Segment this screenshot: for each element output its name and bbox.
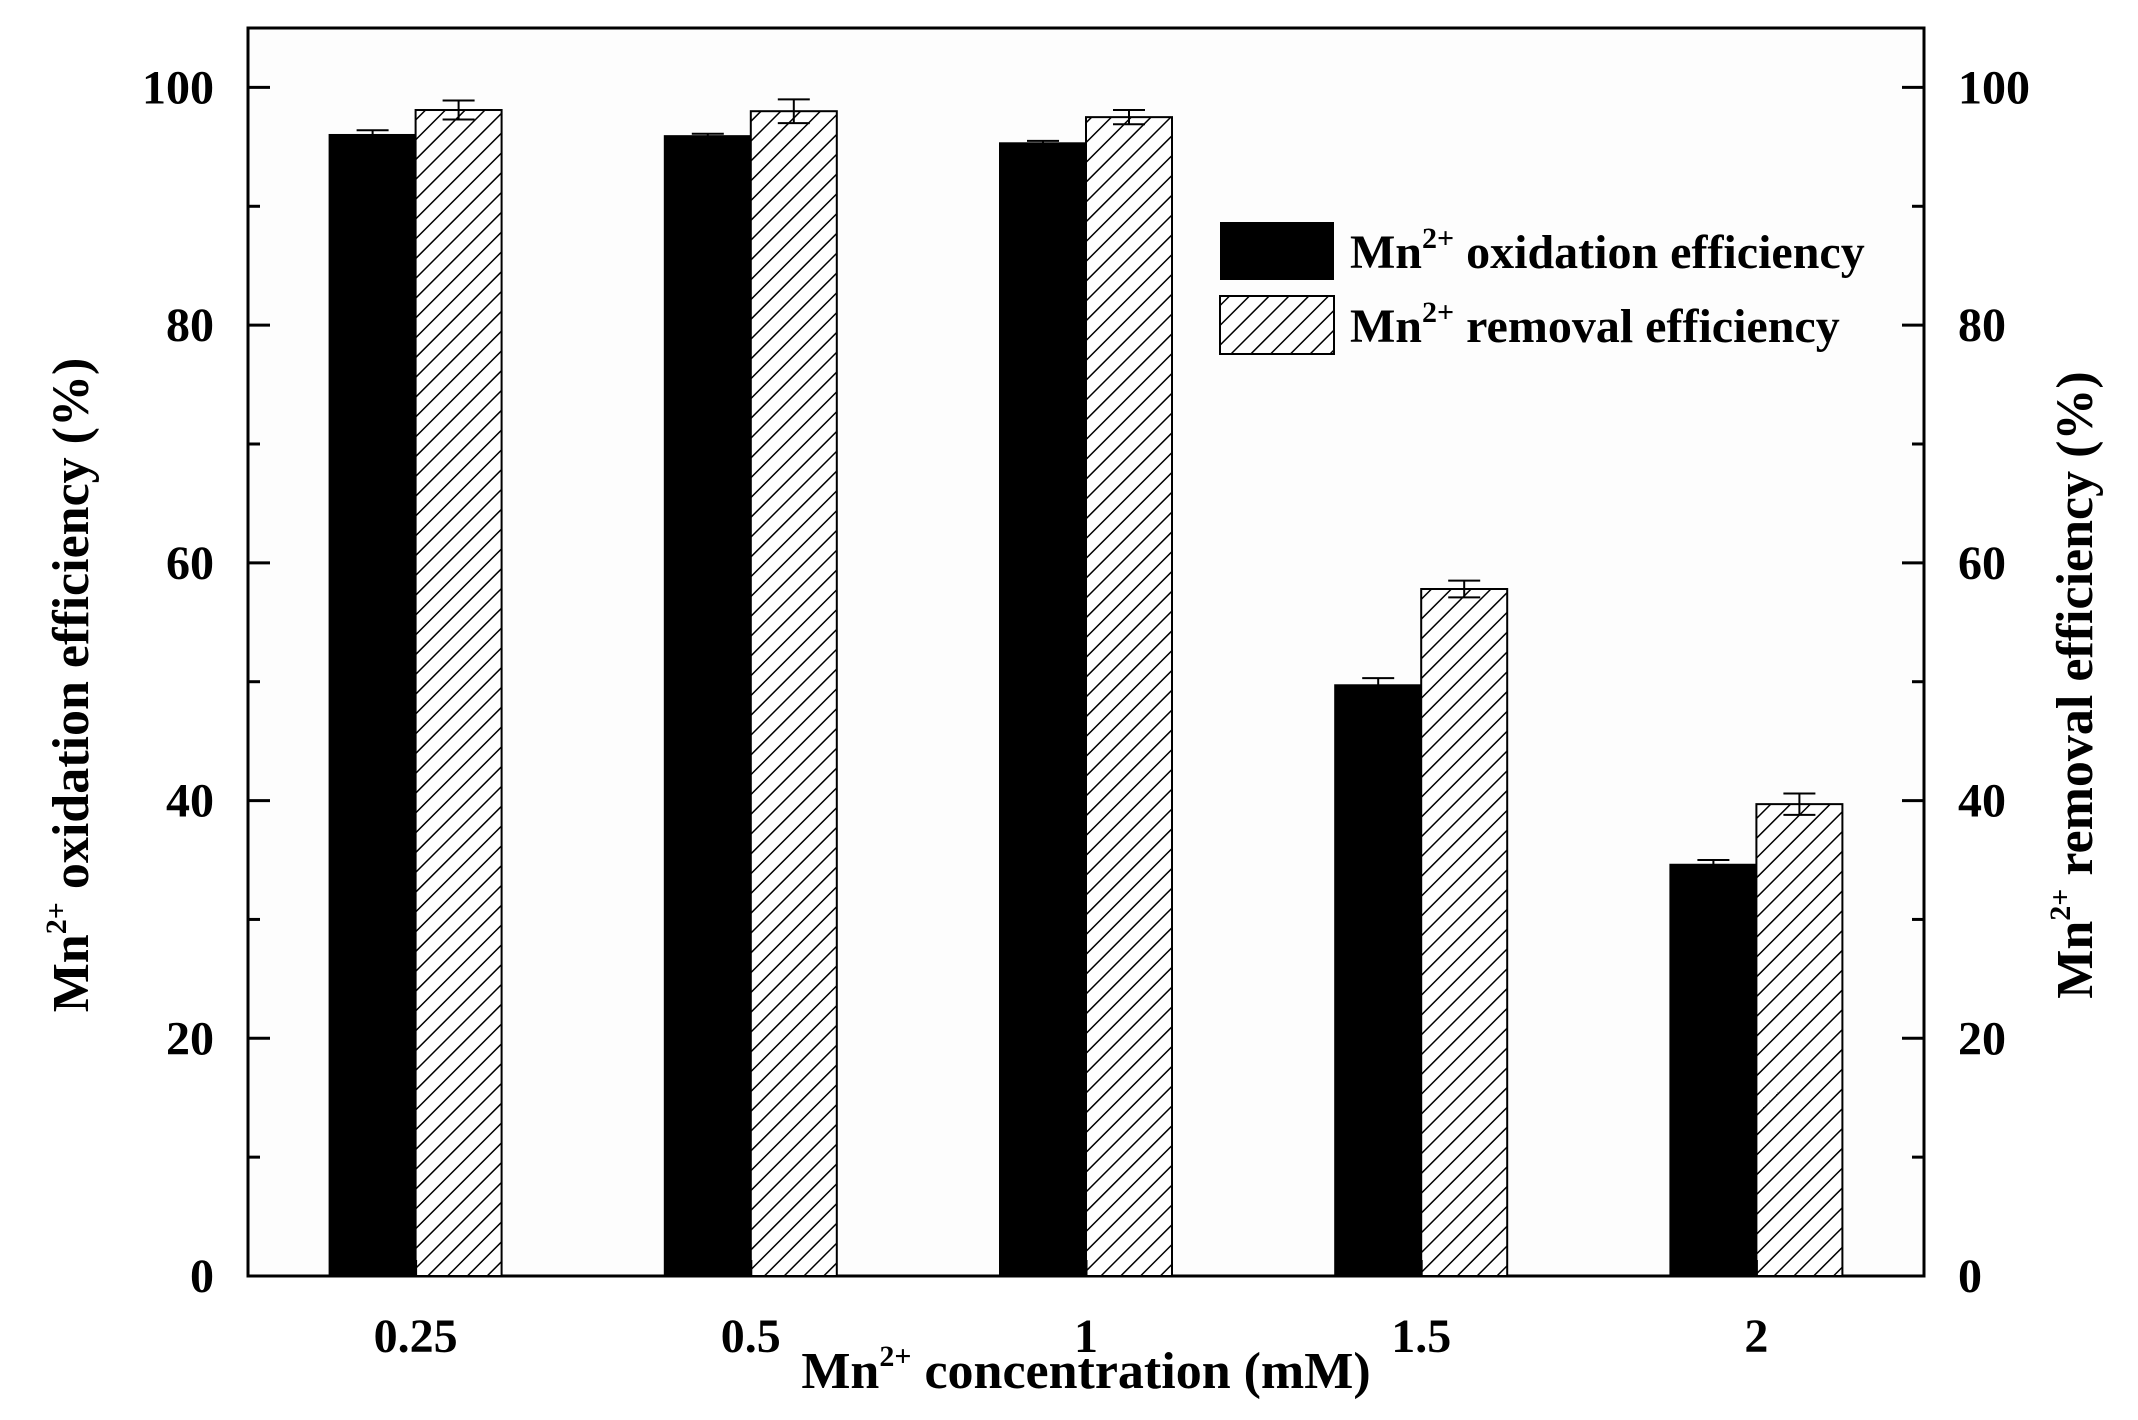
y-left-tick-label-0: 0: [190, 1250, 214, 1303]
bar-oxidation-1: [999, 142, 1087, 1278]
error-bar-oxidation-2: [1697, 859, 1730, 871]
x-axis-title-rest: concentration (mM): [911, 1343, 1370, 1400]
bar-removal-2: [1755, 803, 1844, 1277]
y-axis-right-title-sup: 2+: [2044, 889, 2077, 921]
legend-removal-rest: removal efficiency: [1454, 300, 1840, 353]
error-bar-oxidation-1: [1027, 139, 1059, 147]
y-right-tick-label-100: 100: [1958, 61, 2030, 114]
bar-removal-0.25: [414, 109, 503, 1277]
y-axis-left-title-base: Mn: [43, 934, 100, 1012]
legend-label-removal: Mn2+ removal efficiency: [1350, 296, 1840, 353]
y-left-tick-label-80: 80: [166, 299, 214, 352]
y-axis-right-title: Mn2+ removal efficiency (%): [2044, 371, 2104, 999]
legend-swatch-oxidation: [1220, 222, 1334, 280]
legend-oxidation-sup: 2+: [1422, 222, 1454, 255]
bar-oxidation-0.25: [328, 133, 417, 1277]
bar-removal-1: [1085, 116, 1173, 1278]
legend-oxidation-base: Mn: [1350, 226, 1422, 279]
y-right-tick-label-40: 40: [1958, 775, 2006, 828]
error-bar-oxidation-0.5: [691, 132, 724, 140]
error-bars-group: [356, 98, 1816, 871]
x-axis-title: Mn2+ concentration (mM): [801, 1340, 1370, 1400]
bars-group: [328, 109, 1844, 1278]
x-tick-label-1: 1: [1074, 1310, 1098, 1363]
bar-removal-0.5: [749, 110, 838, 1278]
bar-oxidation-0.5: [663, 135, 752, 1277]
x-tick-label-2: 2: [1744, 1310, 1768, 1363]
y-axis-left-title-rest: oxidation efficiency (%): [43, 358, 100, 902]
x-axis-title-sup: 2+: [879, 1340, 911, 1373]
x-axis-title-base: Mn: [801, 1343, 879, 1400]
error-bar-oxidation-0.25: [356, 129, 389, 141]
y-axis-left-title-sup: 2+: [40, 902, 73, 934]
y-left-tick-label-100: 100: [142, 61, 214, 114]
y-right-tick-label-80: 80: [1958, 299, 2006, 352]
legend-removal-sup: 2+: [1422, 296, 1454, 329]
legend-swatch-removal: [1219, 295, 1335, 355]
y-axis-left-title: Mn2+ oxidation efficiency (%): [40, 358, 100, 1013]
ticks-group: [248, 85, 1924, 1278]
error-bar-removal-0.25: [442, 99, 475, 121]
bar-oxidation-2: [1669, 863, 1758, 1277]
y-right-tick-label-0: 0: [1958, 1250, 1982, 1303]
error-bar-removal-2: [1783, 792, 1816, 816]
y-right-tick-label-20: 20: [1958, 1012, 2006, 1065]
error-bar-removal-1: [1113, 109, 1145, 126]
error-bar-removal-1.5: [1448, 579, 1481, 599]
x-tick-label-1.5: 1.5: [1391, 1310, 1451, 1363]
error-bar-removal-0.5: [777, 98, 810, 125]
legend-removal-base: Mn: [1350, 300, 1422, 353]
x-tick-label-0.25: 0.25: [374, 1310, 458, 1363]
legend: Mn2+ oxidation efficiency Mn2+ removal e…: [1219, 222, 1865, 355]
y-axis-right-title-base: Mn: [2047, 921, 2104, 999]
y-left-tick-label-40: 40: [166, 775, 214, 828]
y-left-tick-label-20: 20: [166, 1012, 214, 1065]
bar-oxidation-1.5: [1334, 684, 1423, 1277]
y-right-tick-label-60: 60: [1958, 537, 2006, 590]
y-left-tick-label-60: 60: [166, 537, 214, 590]
error-bar-oxidation-1.5: [1362, 677, 1395, 694]
y-axis-right-title-rest: removal efficiency (%): [2047, 371, 2104, 888]
bar-removal-1.5: [1420, 588, 1509, 1277]
legend-label-oxidation: Mn2+ oxidation efficiency: [1350, 222, 1865, 279]
legend-oxidation-rest: oxidation efficiency: [1454, 226, 1865, 279]
x-tick-label-0.5: 0.5: [721, 1310, 781, 1363]
